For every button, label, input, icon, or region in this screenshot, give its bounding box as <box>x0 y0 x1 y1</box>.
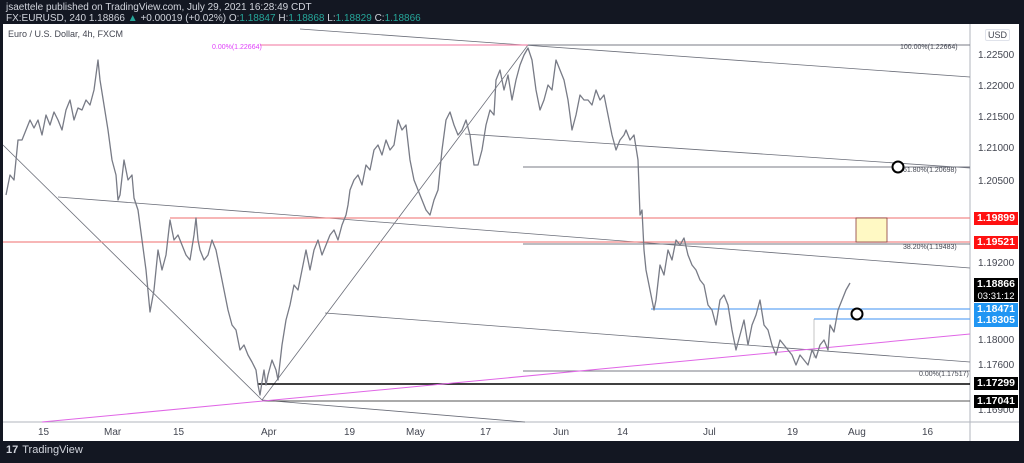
time-tick: May <box>406 427 425 438</box>
open-value: 1.18847 <box>239 13 276 24</box>
fib-label-618: 61.80%(1.20698) <box>903 167 957 174</box>
symbol: FX:EURUSD, 240 <box>6 13 87 24</box>
price-tick: 1.22500 <box>978 50 1015 61</box>
price-label-blue-2: 1.18305 <box>974 314 1018 327</box>
footer-branding: 17 TradingView <box>6 444 83 456</box>
time-tick: 15 <box>173 427 185 438</box>
price-label-black-2: 1.17041 <box>974 395 1018 408</box>
fib-label-382: 38.20%(1.19483) <box>903 244 957 251</box>
countdown-label: 03:31:12 <box>974 290 1018 302</box>
circle-marker-icon <box>850 307 864 321</box>
high-value: 1.18868 <box>288 13 325 24</box>
fib-label-0: 0.00%(1.17517) <box>919 371 969 378</box>
price-tick: 1.21500 <box>978 112 1015 123</box>
open-label: O: <box>228 13 240 24</box>
low-value: 1.18829 <box>335 13 372 24</box>
chart-legend: Euro / U.S. Dollar, 4h, FXCM <box>8 29 124 39</box>
price-tick: 1.22000 <box>978 81 1015 92</box>
high-label: H: <box>278 13 289 24</box>
last-price-label: 1.18866 <box>974 278 1018 291</box>
price-label-red-2: 1.19521 <box>974 236 1018 249</box>
fib-label-top-pink: 0.00%(1.22664) <box>212 44 262 51</box>
time-tick: Jun <box>553 427 569 438</box>
time-tick: 15 <box>38 427 50 438</box>
trendlines <box>2 28 971 423</box>
tradingview-logo-icon: 17 <box>6 444 19 456</box>
price-tick: 1.20500 <box>978 176 1015 187</box>
price-label-blue-1: 1.18471 <box>974 303 1018 316</box>
target-zone <box>855 217 888 243</box>
close-value: 1.18866 <box>384 13 421 24</box>
time-tick: 19 <box>787 427 799 438</box>
publish-info: jsaettele published on TradingView.com, … <box>6 2 312 13</box>
price-label-black-1: 1.17299 <box>974 377 1018 390</box>
price-tick: 1.16900 <box>978 405 1015 416</box>
time-tick: Mar <box>104 427 122 438</box>
time-tick: 14 <box>617 427 629 438</box>
price-label-red-1: 1.19899 <box>974 212 1018 225</box>
time-tick: 16 <box>922 427 934 438</box>
low-label: L: <box>327 13 336 24</box>
symbol-info: FX:EURUSD, 240 1.18866 ▲ +0.00019 (+0.02… <box>6 13 421 24</box>
brand-name: TradingView <box>22 444 83 456</box>
time-tick: Aug <box>848 427 866 438</box>
price-series <box>5 47 851 396</box>
price-tick: 1.17600 <box>978 360 1015 371</box>
last-price: 1.18866 <box>88 13 125 24</box>
currency-button[interactable]: USD <box>985 29 1011 41</box>
price-tick: 1.18000 <box>978 335 1015 346</box>
time-tick: Jul <box>703 427 716 438</box>
price-axis[interactable]: 1.22500 1.22000 1.21500 1.21000 1.20500 … <box>978 50 1015 416</box>
time-tick: 19 <box>344 427 356 438</box>
close-label: C: <box>374 13 385 24</box>
fib-label-100: 100.00%(1.22664) <box>900 44 958 51</box>
time-axis[interactable]: 15 Mar 15 Apr 19 May 17 Jun 14 Jul 19 Au… <box>38 427 934 438</box>
price-tick: 1.19200 <box>978 258 1015 269</box>
time-tick: 17 <box>480 427 492 438</box>
time-tick: Apr <box>261 427 277 438</box>
triangle-up-icon: ▲ <box>127 13 138 24</box>
circle-marker-icon <box>891 160 905 174</box>
price-tick: 1.21000 <box>978 143 1015 154</box>
price-change: +0.00019 (+0.02%) <box>140 13 227 24</box>
